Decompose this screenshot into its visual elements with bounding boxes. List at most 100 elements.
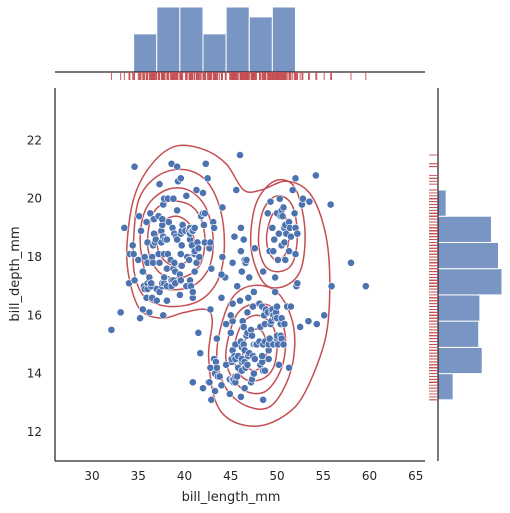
- x-tick-label: 55: [316, 469, 331, 483]
- data-point: [259, 267, 268, 276]
- data-point: [226, 311, 235, 320]
- data-point: [158, 215, 167, 224]
- data-point: [135, 212, 144, 221]
- data-point: [271, 273, 280, 282]
- data-point: [264, 355, 273, 363]
- data-point: [207, 264, 216, 273]
- data-point: [175, 290, 184, 299]
- x-tick-label: 30: [84, 469, 99, 483]
- data-point: [326, 200, 335, 209]
- data-point: [298, 194, 307, 203]
- x-tick-label: 65: [408, 469, 423, 483]
- data-point: [278, 212, 287, 221]
- data-point: [236, 296, 244, 305]
- data-point: [250, 244, 259, 253]
- x-hist-bar: [225, 6, 250, 73]
- data-point: [164, 218, 173, 226]
- data-point: [137, 226, 145, 235]
- data-point: [244, 293, 253, 302]
- y-hist-bar: [437, 373, 454, 401]
- data-point: [212, 334, 221, 343]
- x-tick-label: 40: [177, 469, 192, 483]
- data-point: [170, 258, 179, 267]
- data-point: [249, 302, 257, 311]
- data-point: [188, 378, 197, 387]
- marginal-y-rug: [429, 154, 438, 401]
- data-point: [286, 232, 295, 241]
- data-point: [237, 392, 245, 401]
- y-tick-label: 14: [27, 367, 42, 381]
- y-hist-bar: [437, 215, 493, 243]
- data-point: [237, 223, 245, 232]
- data-point: [293, 229, 302, 238]
- data-point: [222, 320, 231, 328]
- data-point: [327, 282, 336, 291]
- marginal-y-histogram: [437, 88, 503, 461]
- x-tick-label: 60: [362, 469, 377, 483]
- x-tick-label: 45: [223, 469, 238, 483]
- data-point: [274, 229, 283, 238]
- data-point: [199, 384, 207, 393]
- data-point: [296, 323, 305, 331]
- data-point: [201, 159, 210, 168]
- data-point: [177, 261, 186, 270]
- data-point: [138, 267, 147, 276]
- data-point: [233, 282, 242, 291]
- data-point: [163, 296, 171, 305]
- data-point: [233, 372, 242, 381]
- data-point: [199, 189, 207, 197]
- x-tick-label: 50: [269, 469, 284, 483]
- data-point: [320, 311, 329, 320]
- data-point: [129, 250, 138, 259]
- data-point: [176, 174, 185, 183]
- data-point: [107, 325, 116, 334]
- data-point: [230, 232, 239, 241]
- data-point: [194, 244, 203, 253]
- data-point: [280, 320, 289, 328]
- axes: [54, 88, 425, 462]
- data-point: [242, 256, 251, 264]
- data-point: [274, 256, 282, 264]
- data-point: [155, 180, 164, 189]
- axis-ticks: 30 35 40 45 50 55 60 65 12 14 16 18 20 22: [27, 133, 424, 483]
- data-point: [194, 328, 203, 337]
- data-point: [212, 363, 221, 372]
- data-point: [134, 256, 143, 264]
- y-tick-label: 12: [27, 425, 42, 439]
- scatter-points: [107, 151, 370, 404]
- data-point: [173, 235, 181, 244]
- data-point: [169, 194, 178, 203]
- data-point: [146, 209, 155, 218]
- data-point: [159, 311, 168, 320]
- data-point: [190, 267, 199, 276]
- marginal-x-rug: [110, 72, 367, 80]
- data-point: [249, 288, 258, 296]
- data-point: [195, 253, 204, 261]
- data-point: [155, 258, 164, 267]
- data-point: [142, 218, 151, 226]
- data-point: [361, 282, 370, 291]
- data-point: [173, 162, 181, 171]
- data-point: [250, 355, 259, 363]
- data-point: [160, 273, 169, 282]
- y-hist-bar: [437, 346, 483, 375]
- x-hist-bar: [202, 33, 227, 73]
- data-point: [311, 171, 320, 180]
- x-hist-bar: [271, 6, 296, 73]
- y-hist-bar: [437, 189, 447, 217]
- data-point: [268, 223, 277, 232]
- data-point: [291, 174, 300, 183]
- x-tick-label: 35: [131, 469, 146, 483]
- data-point: [145, 308, 154, 317]
- data-point: [245, 273, 254, 282]
- data-point: [290, 209, 299, 218]
- y-tick-label: 16: [27, 308, 42, 322]
- data-point: [163, 235, 171, 244]
- data-point: [263, 209, 272, 218]
- data-point: [218, 203, 227, 212]
- data-point: [116, 308, 125, 317]
- data-point: [226, 328, 235, 337]
- data-point: [239, 235, 248, 244]
- data-point: [285, 247, 293, 256]
- data-point: [192, 186, 201, 194]
